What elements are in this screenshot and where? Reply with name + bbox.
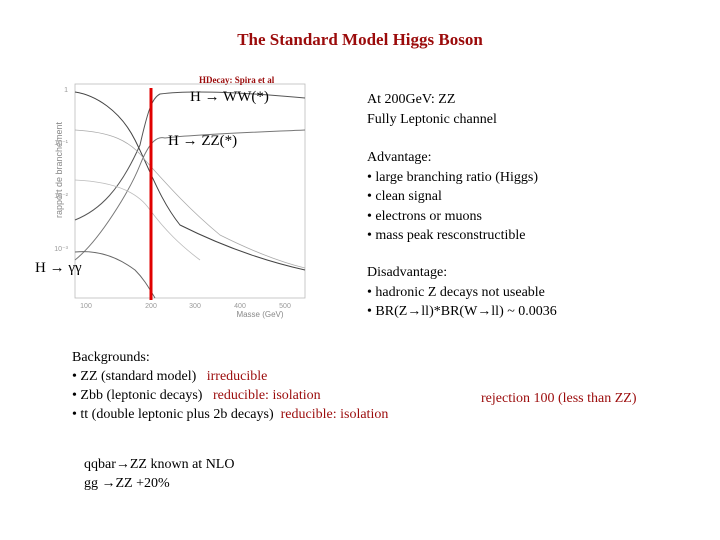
x-tick-500: 500	[279, 303, 291, 310]
background-verdict: irreducible	[206, 369, 268, 384]
background-verdict: reducible: isolation	[280, 407, 389, 422]
advantage-item: • electrons or muons	[367, 208, 482, 224]
disadvantage-title: Disadvantage:	[367, 265, 448, 280]
background-item: • Zbb (leptonic decays)	[72, 388, 203, 403]
hdecay-label: HDecay: Spira et al	[199, 75, 275, 85]
background-line-zz: • ZZ (standard model) irreducible	[72, 367, 388, 386]
channel-line-1: At 200GeV: ZZ	[367, 92, 456, 107]
background-verdict: reducible: isolation	[212, 388, 321, 403]
qq-line-1: qqbar→ZZ known at NLO	[84, 457, 235, 472]
ww-label: H → WW(*)	[190, 89, 269, 105]
x-tick-300: 300	[189, 303, 201, 310]
channel-line-2: Fully Leptonic channel	[367, 111, 497, 127]
y-tick-3: 10⁻²	[54, 193, 68, 200]
background-item: • ZZ (standard model)	[72, 369, 197, 384]
channel-block: At 200GeV: ZZ Fully Leptonic channel	[367, 90, 497, 129]
backgrounds-title: Backgrounds:	[72, 350, 150, 365]
plot-xlabel: Masse (GeV)	[236, 310, 283, 319]
advantage-block: Advantage: • large branching ratio (Higg…	[367, 148, 538, 246]
qq-line-2: gg →ZZ +20%	[84, 476, 170, 491]
advantage-item: • clean signal	[367, 189, 442, 204]
gamma-label: H → γγ	[35, 260, 82, 276]
plot-frame	[74, 83, 306, 299]
x-tick-200: 200	[145, 303, 157, 310]
disadvantage-item: • BR(Z→ll)*BR(W→ll) ~ 0.0036	[367, 304, 557, 319]
zz-label: H → ZZ(*)	[168, 133, 238, 149]
plot-ylabel: rapport de branchement	[54, 121, 64, 218]
background-line-tt: • tt (double leptonic plus 2b decays) re…	[72, 405, 388, 424]
background-line-zbb: • Zbb (leptonic decays) reducible: isola…	[72, 386, 388, 405]
qq-block: qqbar→ZZ known at NLO gg →ZZ +20%	[84, 455, 234, 493]
x-tick-400: 400	[234, 303, 246, 310]
disadvantage-item: • hadronic Z decays not useable	[367, 284, 545, 300]
branching-ratio-plot: rapport de branchement 1 10⁻¹ 10⁻² 10⁻³ …	[54, 83, 306, 319]
slide-title: The Standard Model Higgs Boson	[237, 30, 483, 49]
rejection-note: rejection 100 (less than ZZ)	[481, 391, 637, 406]
y-tick-1: 1	[64, 87, 68, 94]
background-item: • tt (double leptonic plus 2b decays)	[72, 407, 274, 422]
zz-curve	[74, 129, 306, 261]
x-tick-100: 100	[80, 303, 92, 310]
advantage-title: Advantage:	[367, 150, 432, 165]
disadvantage-block: Disadvantage: • hadronic Z decays not us…	[367, 263, 557, 322]
bb-curve	[74, 91, 306, 271]
y-tick-2: 10⁻¹	[54, 140, 68, 147]
tautau-curve	[74, 129, 306, 269]
advantage-item: • mass peak resconstructible	[367, 228, 526, 243]
advantage-item: • large branching ratio (Higgs)	[367, 169, 539, 185]
y-tick-4: 10⁻³	[54, 246, 68, 253]
backgrounds-block: Backgrounds: • ZZ (standard model) irred…	[72, 348, 388, 424]
